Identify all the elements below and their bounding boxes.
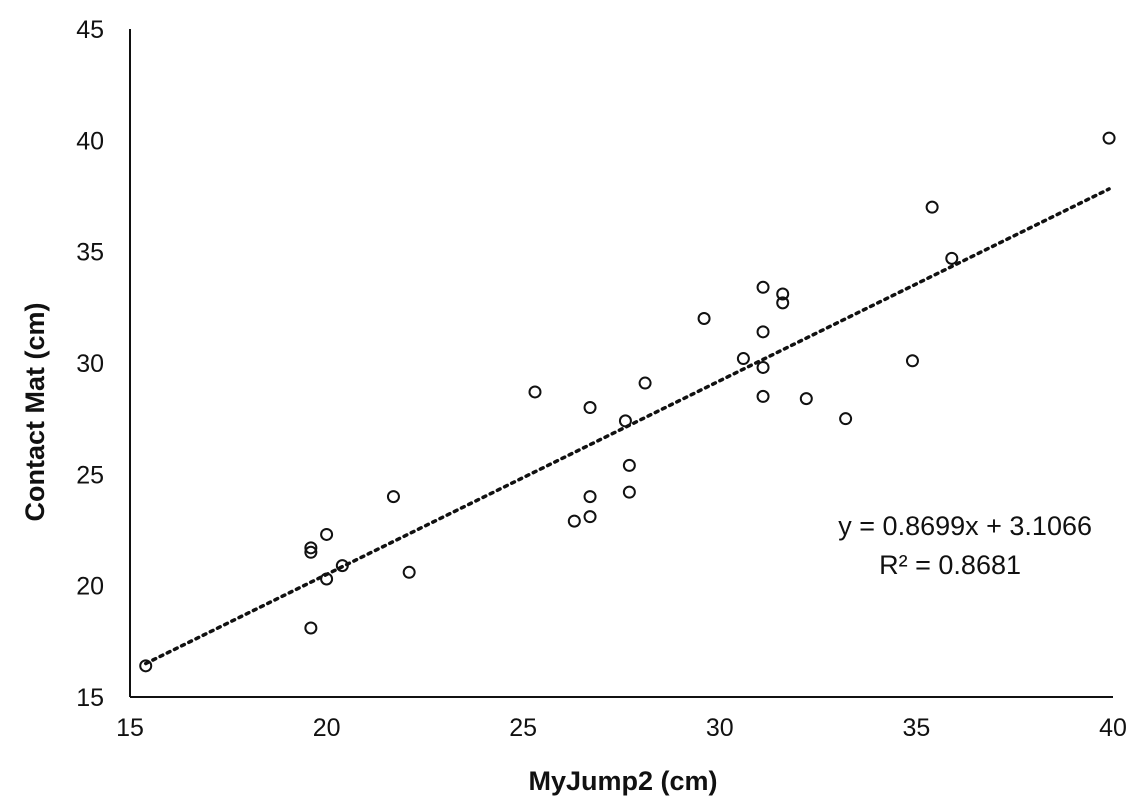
trendline-equation: y = 0.8699x + 3.1066 [838, 511, 1092, 541]
data-point [776, 296, 790, 310]
data-point [799, 392, 813, 406]
data-point [335, 559, 349, 573]
data-point [622, 458, 636, 472]
data-point [567, 514, 581, 528]
data-point [839, 412, 853, 426]
data-point [1102, 131, 1116, 145]
r-squared-label: R² = 0.8681 [879, 550, 1021, 580]
data-point [638, 376, 652, 390]
x-tick-label: 35 [902, 714, 930, 742]
data-point [139, 659, 153, 673]
data-point [905, 354, 919, 368]
x-tick-label: 25 [509, 714, 537, 742]
data-point [756, 389, 770, 403]
x-tick-label: 15 [116, 714, 144, 742]
data-point [583, 490, 597, 504]
x-tick-labels: 15 20 25 30 35 40 [116, 714, 1127, 742]
x-tick-label: 40 [1099, 714, 1127, 742]
data-point [320, 527, 334, 541]
data-point [945, 251, 959, 265]
data-point [618, 414, 632, 428]
y-tick-label: 35 [76, 239, 104, 267]
data-point [756, 360, 770, 374]
y-tick-label: 25 [76, 461, 104, 489]
y-tick-label: 45 [76, 16, 104, 44]
y-axis-title: Contact Mat (cm) [20, 302, 50, 521]
x-tick-label: 30 [706, 714, 734, 742]
x-tick-label: 20 [313, 714, 341, 742]
data-point [622, 485, 636, 499]
y-tick-label: 20 [76, 573, 104, 601]
data-point [697, 311, 711, 325]
data-point [756, 325, 770, 339]
data-point [736, 352, 750, 366]
data-point [304, 621, 318, 635]
data-point [528, 385, 542, 399]
data-point [386, 490, 400, 504]
y-tick-label: 40 [76, 127, 104, 155]
data-point [583, 510, 597, 524]
data-point [304, 545, 318, 559]
x-axis-title: MyJump2 (cm) [528, 766, 717, 796]
data-points [139, 131, 1116, 673]
data-point [756, 280, 770, 294]
data-point [925, 200, 939, 214]
data-point [304, 541, 318, 555]
data-point [320, 572, 334, 586]
y-tick-labels: 15 20 25 30 35 40 45 [76, 16, 104, 712]
y-tick-label: 30 [76, 350, 104, 378]
data-point [583, 401, 597, 415]
data-point [776, 287, 790, 301]
y-tick-label: 15 [76, 684, 104, 712]
data-point [402, 565, 416, 579]
